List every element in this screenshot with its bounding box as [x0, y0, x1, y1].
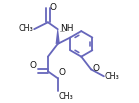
Polygon shape [56, 29, 60, 44]
Text: O: O [50, 3, 57, 12]
Text: O: O [29, 61, 36, 70]
Text: CH₃: CH₃ [59, 92, 73, 101]
Text: O: O [93, 64, 100, 73]
Text: CH₃: CH₃ [18, 24, 33, 33]
Text: NH: NH [60, 24, 74, 33]
Text: —: — [60, 30, 65, 35]
Text: O: O [59, 68, 66, 77]
Text: CH₃: CH₃ [105, 72, 120, 81]
